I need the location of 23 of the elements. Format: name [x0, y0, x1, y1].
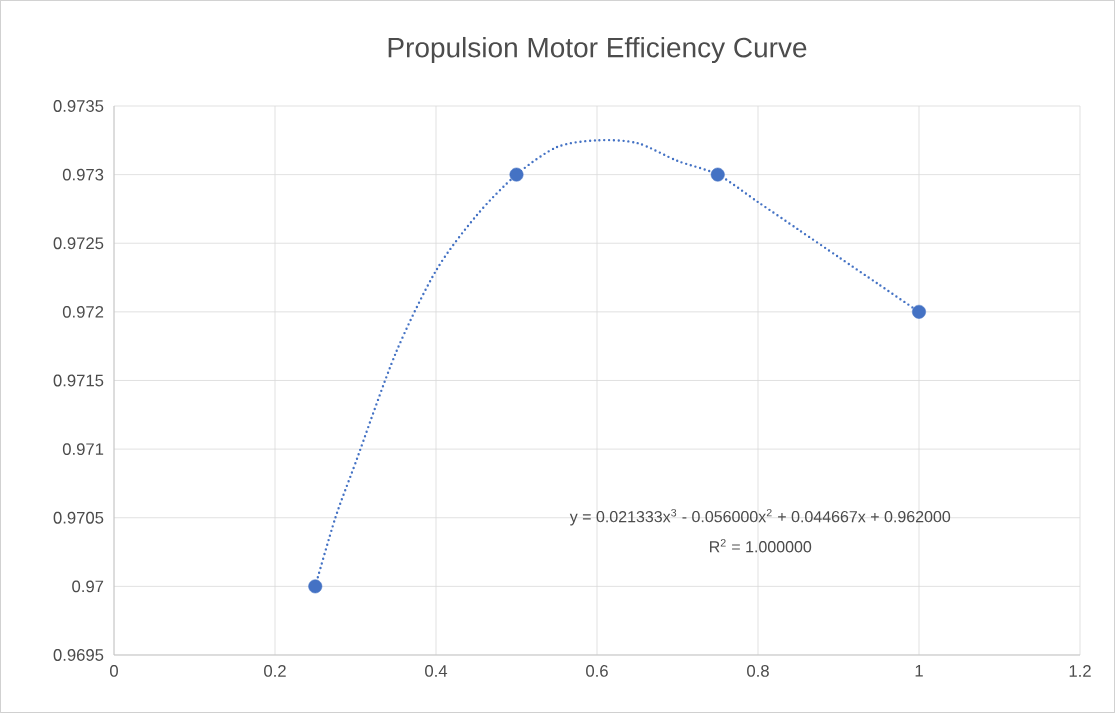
x-tick-label: 0.4: [425, 665, 448, 677]
point: [912, 304, 926, 319]
point: [308, 579, 323, 594]
y-tick-label: 0.9725: [53, 237, 104, 250]
x-tick-label: 1.2: [1069, 665, 1091, 677]
x-tick-label: 0.8: [747, 665, 769, 677]
y-tick-label: 0.97: [72, 580, 104, 593]
y-tick-label: 0.972: [62, 305, 104, 318]
y-tick-label: 0.9695: [53, 649, 104, 661]
x-tick-label: 1: [915, 665, 923, 677]
y-tick-label: 0.9705: [53, 511, 104, 524]
annotation: y = 0.021333x$^{3}$ - 0.056000x$^{2}$ + 0.044667x + 0.962000: [569, 508, 951, 526]
annotation: R$^{2}$ = 1.000000: [710, 539, 812, 553]
y-tick-label: 0.9715: [53, 374, 104, 387]
y-tick-label: 0.971: [62, 443, 104, 456]
x-tick-label: 0.6: [586, 665, 608, 677]
y-tick-label: 0.973: [62, 168, 104, 181]
chart-title: Propulsion Motor Efficiency Curve: [388, 36, 807, 64]
x-tick-label: 0: [110, 665, 118, 677]
point: [710, 167, 725, 182]
x-tick-label: 0.2: [264, 665, 286, 677]
point: [509, 167, 524, 182]
y-tick-label: 0.9735: [53, 100, 104, 112]
